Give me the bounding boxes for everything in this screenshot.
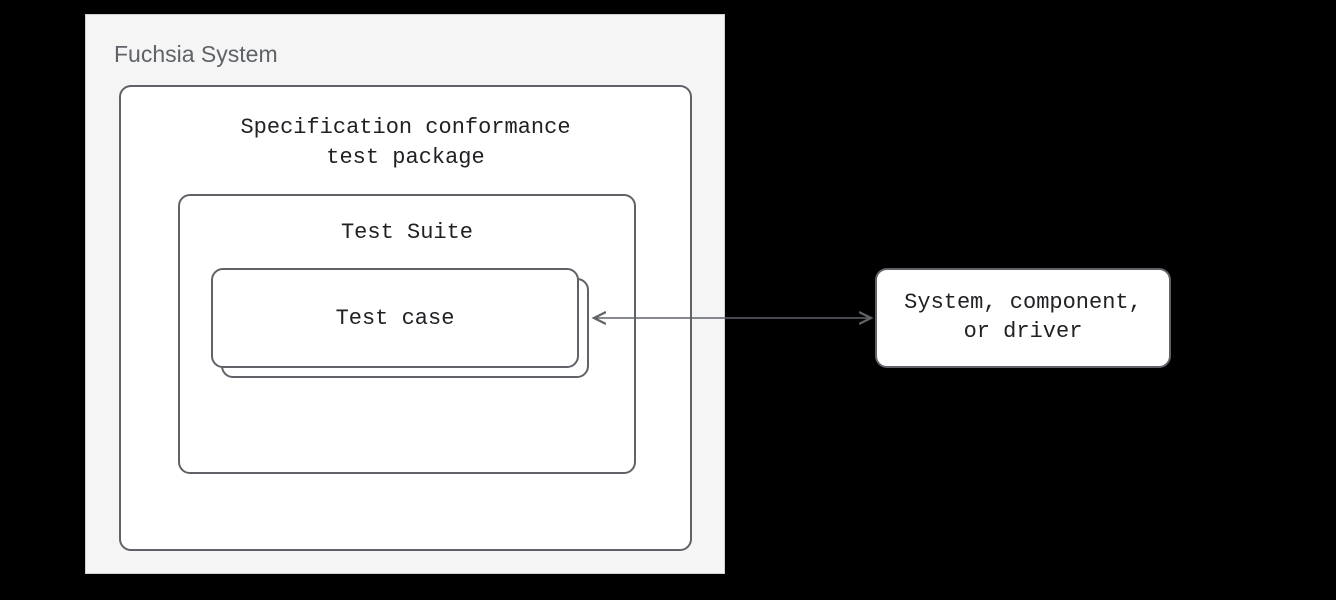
test-case-label: Test case (336, 306, 455, 331)
system-component-box: System, component,or driver (875, 268, 1171, 368)
fuchsia-system-title: Fuchsia System (114, 41, 696, 68)
system-component-label: System, component,or driver (904, 289, 1142, 346)
test-case-box: Test case (211, 268, 579, 368)
spec-package-title: Specification conformancetest package (216, 113, 596, 172)
architecture-diagram: Fuchsia System Specification conformance… (0, 0, 1336, 600)
test-suite-title: Test Suite (202, 220, 612, 245)
